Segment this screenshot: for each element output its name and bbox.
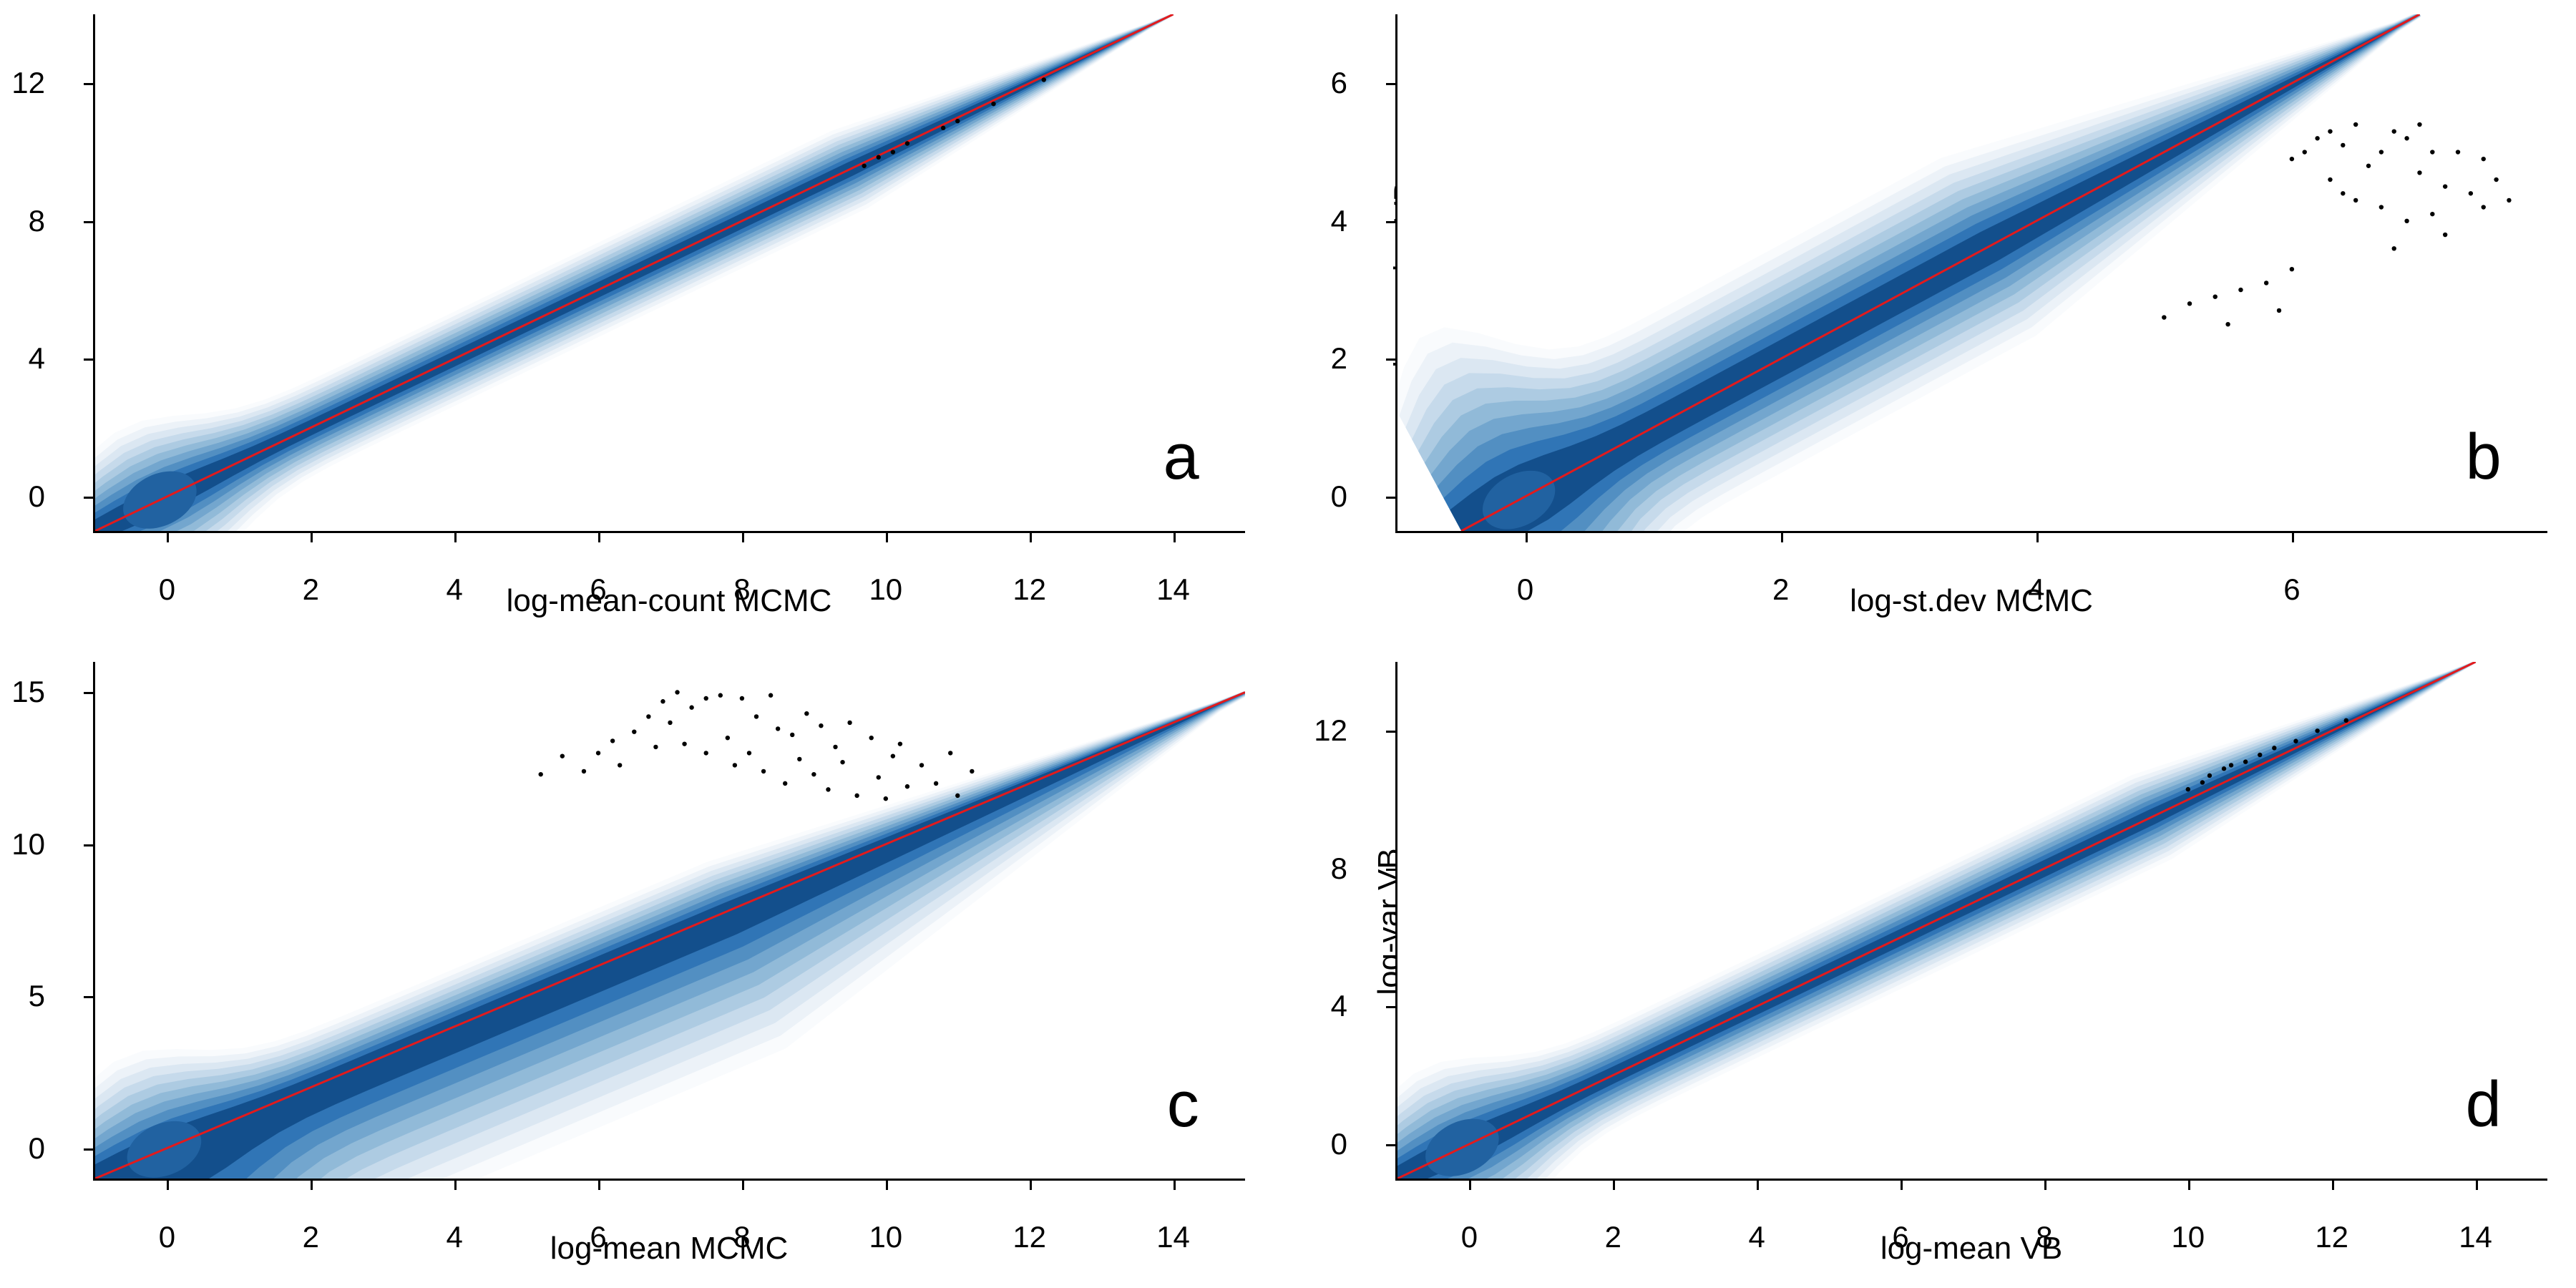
identity-line-d: [1397, 662, 2476, 1179]
xtick-label: 4: [447, 1220, 463, 1254]
xtick-label: 12: [1013, 1220, 1046, 1254]
identity-line-b: [1461, 14, 2419, 531]
ytick-label: 4: [1331, 989, 1347, 1023]
xtick-label: 14: [1156, 1220, 1190, 1254]
plot-svg-a: [95, 14, 1245, 531]
plot-d: d0246810121404812: [1395, 662, 2547, 1181]
figure-grid: log-mean-count VB a0246810121404812 log-…: [0, 0, 2576, 1288]
ytick-label: 0: [29, 479, 45, 514]
xtick-label: 14: [1156, 572, 1190, 607]
xtick-label: 14: [2459, 1220, 2492, 1254]
density-b: [1397, 14, 2421, 531]
ytick-label: 10: [11, 827, 45, 862]
xtick-label: 6: [1892, 1220, 1908, 1254]
ytick-label: 6: [1331, 66, 1347, 100]
xtick-label: 10: [869, 1220, 902, 1254]
xtick-label: 0: [1517, 572, 1533, 607]
panel-b: log-st.dev VB b02460246 log-st.dev MCMC: [1331, 14, 2547, 619]
scatter-c: [539, 690, 975, 801]
ytick-label: 0: [29, 1131, 45, 1166]
plot-svg-d: [1397, 662, 2547, 1179]
xtick-label: 4: [1749, 1220, 1765, 1254]
plot-b: b02460246: [1395, 14, 2547, 533]
xlabel-c: log-mean MCMC: [550, 1231, 789, 1267]
ytick-label: 8: [1331, 852, 1347, 886]
xtick-label: 10: [869, 572, 902, 607]
plot-svg-c: [95, 662, 1245, 1179]
xtick-label: 12: [1013, 572, 1046, 607]
ytick-label: 2: [1331, 341, 1347, 376]
xlabel-b: log-st.dev MCMC: [1850, 583, 2093, 619]
panel-d: log-var VB d0246810121404812 log-mean VB: [1331, 662, 2547, 1267]
xlabel-wrap-d: log-mean VB: [1395, 1181, 2547, 1267]
ytick-label: 4: [29, 341, 45, 376]
panel-c: log-var MCMC c02468101214051015 log-mean…: [29, 662, 1245, 1267]
identity-line-a: [95, 14, 1174, 531]
plot-a: a0246810121404812: [93, 14, 1245, 533]
ytick-label: 0: [1331, 479, 1347, 514]
plot-svg-b: [1397, 14, 2547, 531]
ytick-label: 8: [29, 204, 45, 238]
panel-letter-d: d: [2466, 1073, 2502, 1137]
xtick-label: 6: [590, 1220, 606, 1254]
xtick-label: 6: [2283, 572, 2300, 607]
panel-letter-a: a: [1163, 425, 1199, 489]
xtick-label: 2: [303, 572, 319, 607]
xtick-label: 0: [159, 1220, 175, 1254]
ytick-label: 4: [1331, 204, 1347, 238]
ytick-label: 0: [1331, 1127, 1347, 1161]
xtick-label: 0: [159, 572, 175, 607]
xtick-label: 8: [733, 572, 750, 607]
panel-a: log-mean-count VB a0246810121404812 log-…: [29, 14, 1245, 619]
xlabel-wrap-a: log-mean-count MCMC: [93, 533, 1245, 619]
ylabel-wrap-c: log-var MCMC: [29, 662, 93, 1181]
panel-letter-c: c: [1167, 1073, 1199, 1137]
ytick-label: 5: [29, 979, 45, 1013]
xtick-label: 10: [2171, 1220, 2205, 1254]
xtick-label: 2: [303, 1220, 319, 1254]
identity-line-c: [95, 692, 1245, 1179]
xtick-label: 8: [733, 1220, 750, 1254]
ytick-label: 12: [1314, 713, 1347, 748]
xlabel-a: log-mean-count MCMC: [507, 583, 832, 619]
xlabel-wrap-c: log-mean MCMC: [93, 1181, 1245, 1267]
xtick-label: 6: [590, 572, 606, 607]
xlabel-wrap-b: log-st.dev MCMC: [1395, 533, 2547, 619]
xtick-label: 0: [1461, 1220, 1478, 1254]
ytick-label: 12: [11, 66, 45, 100]
plot-c: c02468101214051015: [93, 662, 1245, 1181]
xtick-label: 4: [447, 572, 463, 607]
xtick-label: 8: [2036, 1220, 2052, 1254]
panel-letter-b: b: [2466, 425, 2502, 489]
xtick-label: 2: [1605, 1220, 1621, 1254]
xtick-label: 12: [2315, 1220, 2348, 1254]
xtick-label: 4: [2028, 572, 2044, 607]
ytick-label: 15: [11, 675, 45, 709]
xtick-label: 2: [1772, 572, 1789, 607]
